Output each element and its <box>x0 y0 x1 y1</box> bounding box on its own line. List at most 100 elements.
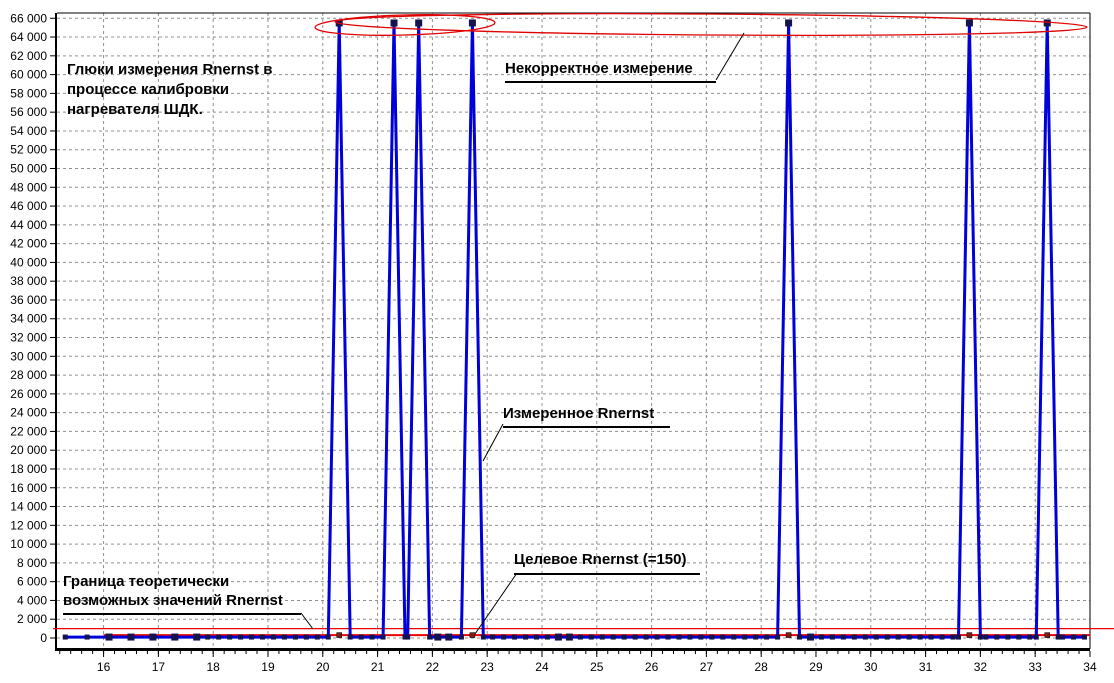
gap-data-marker <box>1044 632 1050 638</box>
label-theoretical-boundary-line1: Граница теоретически <box>63 573 230 590</box>
x-axis-label: 16 <box>97 660 111 674</box>
note-glitches-line3: нагревателя ШДК. <box>67 101 203 118</box>
y-axis-label: 26 000 <box>10 387 47 401</box>
data-point-marker <box>534 634 539 640</box>
note-glitches: Глюки измерения Rnernst в процессе калиб… <box>67 60 273 120</box>
spike-peak-marker <box>468 19 476 27</box>
gap-data-marker <box>966 632 973 638</box>
x-axis-label: 21 <box>371 660 385 674</box>
label-invalid-measurement: Некорректное измерение <box>505 59 716 83</box>
callout-line <box>715 32 745 81</box>
label-theoretical-boundary-line2: возможных значений Rnernst <box>63 592 283 609</box>
x-axis-label: 34 <box>1083 660 1097 674</box>
data-point-marker <box>977 634 983 640</box>
data-point-marker <box>369 634 375 640</box>
x-axis-label: 25 <box>590 660 604 674</box>
data-point-marker <box>955 634 961 640</box>
data-point-marker <box>402 634 408 640</box>
data-point-marker <box>260 634 265 640</box>
spike-peak-marker <box>415 19 423 27</box>
label-measured-rnernst: Измеренное Rnernst <box>503 404 670 428</box>
data-point-marker <box>281 634 287 640</box>
y-axis-label: 62 000 <box>10 49 47 63</box>
data-point-marker <box>434 633 442 641</box>
spike-peak-marker <box>785 19 793 27</box>
label-target-rnernst: Целевое Rnernst (=150) <box>514 550 700 575</box>
data-point-marker <box>458 634 464 640</box>
y-axis-label: 6 000 <box>17 575 47 589</box>
data-point-marker <box>1060 634 1066 640</box>
y-axis-label: 4 000 <box>17 593 47 607</box>
x-axis-label: 22 <box>426 660 440 674</box>
data-point-marker <box>994 634 1000 640</box>
y-axis-label: 0 <box>40 631 47 645</box>
y-axis-label: 44 000 <box>10 218 47 232</box>
data-point-marker <box>610 634 616 640</box>
y-axis-label: 16 000 <box>10 481 47 495</box>
data-point-marker <box>358 634 364 640</box>
data-point-marker <box>405 634 411 640</box>
x-axis-label: 20 <box>316 660 330 674</box>
highlight-ellipse <box>314 14 496 36</box>
data-point-marker <box>906 634 912 640</box>
x-axis-label: 30 <box>864 660 878 674</box>
data-point-marker <box>62 634 68 640</box>
data-point-marker <box>676 634 682 640</box>
data-point-marker <box>621 634 627 640</box>
data-point-marker <box>742 634 748 640</box>
data-point-marker <box>698 634 704 640</box>
y-axis-label: 12 000 <box>10 518 47 532</box>
y-axis-label: 66 000 <box>10 11 47 25</box>
data-point-marker <box>554 633 562 641</box>
data-point-marker <box>249 634 255 640</box>
y-axis-label: 36 000 <box>10 293 47 307</box>
y-axis-label: 58 000 <box>10 86 47 100</box>
data-point-marker <box>873 634 879 640</box>
callout-line <box>482 423 504 462</box>
spike-peak-marker <box>965 19 973 27</box>
data-point-marker <box>565 633 573 641</box>
x-axis-label: 29 <box>809 660 823 674</box>
data-point-marker <box>1071 634 1077 640</box>
data-point-marker <box>325 634 331 640</box>
x-axis-label: 32 <box>974 660 988 674</box>
data-point-marker <box>427 634 433 640</box>
x-axis-label: 17 <box>152 660 166 674</box>
data-point-marker <box>523 634 529 640</box>
data-point-marker <box>643 634 649 640</box>
data-point-marker <box>314 634 320 640</box>
x-axis-label: 19 <box>261 660 275 674</box>
x-axis-label: 27 <box>700 660 714 674</box>
data-point-marker <box>588 634 594 640</box>
data-point-marker <box>1033 634 1039 640</box>
data-point-marker <box>171 633 179 641</box>
data-point-marker <box>654 634 660 640</box>
data-point-marker <box>445 633 453 641</box>
spike-peak-marker <box>1043 19 1051 27</box>
y-axis-label: 34 000 <box>10 312 47 326</box>
y-axis-label: 30 000 <box>10 349 47 363</box>
x-axis-label: 24 <box>535 660 549 674</box>
data-point-marker <box>884 634 890 640</box>
data-point-marker <box>895 634 901 640</box>
data-point-marker <box>797 634 803 640</box>
x-axis-label: 28 <box>755 660 769 674</box>
y-axis-label: 14 000 <box>10 500 47 514</box>
data-point-marker <box>1055 634 1061 640</box>
data-point-marker <box>347 634 353 640</box>
data-point-marker <box>1027 634 1033 640</box>
data-point-marker <box>753 634 759 640</box>
data-point-marker <box>851 634 857 640</box>
data-point-marker <box>731 634 737 640</box>
data-point-marker <box>512 634 518 640</box>
note-glitches-line1: Глюки измерения Rnernst в <box>67 61 273 78</box>
data-point-marker <box>928 634 934 640</box>
data-point-marker <box>480 634 486 640</box>
x-axis-label: 18 <box>207 660 221 674</box>
y-axis-label: 56 000 <box>10 105 47 119</box>
data-point-marker <box>764 634 770 640</box>
data-point-marker <box>270 634 276 640</box>
gap-data-marker <box>785 632 792 638</box>
data-point-marker <box>917 634 923 640</box>
y-axis-label: 8 000 <box>17 556 47 570</box>
